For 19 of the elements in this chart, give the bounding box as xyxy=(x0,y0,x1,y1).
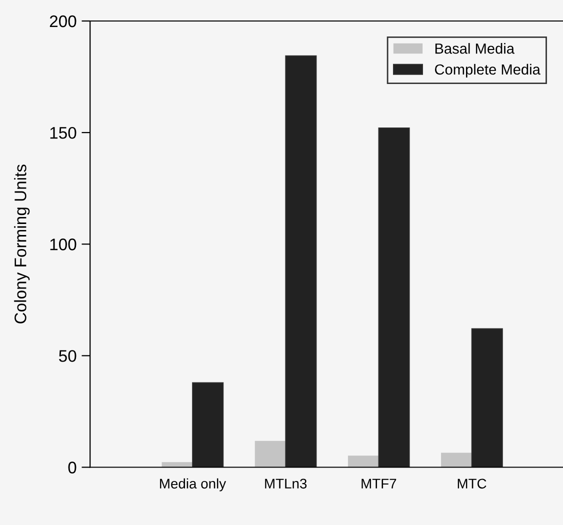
x-tick-label: MTC xyxy=(458,478,486,489)
legend-label: Complete Media xyxy=(434,64,540,78)
bar xyxy=(441,452,472,468)
y-tick-label: 0 xyxy=(68,462,76,474)
y-tick-label: 150 xyxy=(50,126,76,139)
bar xyxy=(192,382,224,468)
y-tick-label: 50 xyxy=(59,350,76,362)
y-tick-label: 200 xyxy=(50,15,76,28)
x-tick-label: MTF7 xyxy=(362,478,396,488)
bar xyxy=(348,456,379,468)
x-tick-label: Media only xyxy=(160,478,226,492)
bar xyxy=(471,328,503,468)
x-tick-label: MTLn3 xyxy=(265,478,307,489)
bar xyxy=(254,440,286,468)
y-axis-title: Colony Forming Units xyxy=(14,164,30,324)
y-tick-label: 100 xyxy=(50,238,76,250)
bar xyxy=(285,55,317,468)
legend-label: Basal Media xyxy=(435,43,514,54)
bar xyxy=(378,127,410,468)
